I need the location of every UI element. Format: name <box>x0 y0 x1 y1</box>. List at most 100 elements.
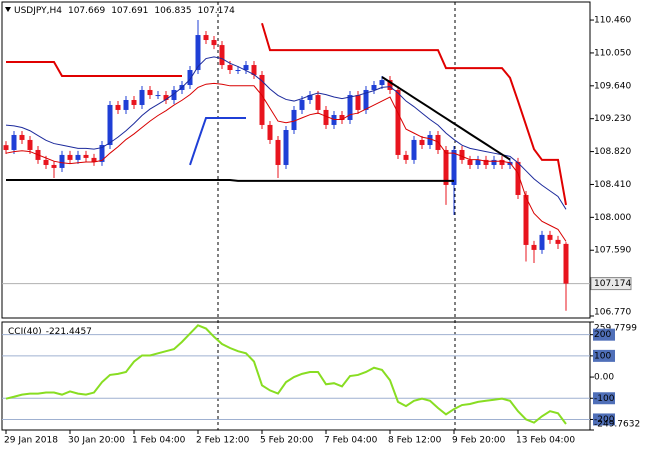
candle-body <box>395 89 401 155</box>
candle-body <box>67 154 73 160</box>
candle-body <box>451 149 457 185</box>
y-tick-label: -200 <box>594 415 615 425</box>
y-tick-label: 108.000 <box>594 213 631 223</box>
candle-body <box>155 95 161 97</box>
bid-label: 107.174 <box>594 279 631 289</box>
candle-body <box>131 100 137 105</box>
y-tick-label: 200 <box>594 330 611 340</box>
ohlc-value: 107.174 <box>198 6 235 16</box>
candle-body <box>139 89 145 105</box>
candle-body <box>211 40 217 46</box>
candle-body <box>91 157 97 162</box>
indicator-header: CCI(40) -221.4457 <box>8 327 92 337</box>
candle-body <box>275 139 281 165</box>
candle-body <box>443 149 449 185</box>
candle-body <box>427 134 433 146</box>
candle-body <box>123 100 129 110</box>
candle-body <box>259 74 265 125</box>
level-label-bg <box>593 413 615 426</box>
indicator-line <box>189 116 246 166</box>
candle-body <box>499 159 505 165</box>
candle-body <box>11 134 17 150</box>
y-tick-label: -100 <box>594 394 615 404</box>
candle-body <box>539 234 545 250</box>
candle-body <box>267 124 273 140</box>
x-tick-label: 5 Feb 20:00 <box>260 436 314 446</box>
level-label-bg <box>593 328 615 341</box>
level-label-bg <box>593 349 615 362</box>
candle-body <box>523 194 529 245</box>
y-tick-label: 110.050 <box>594 48 631 58</box>
candle-body <box>19 134 25 140</box>
candle-body <box>411 139 417 160</box>
candle-body <box>43 159 49 165</box>
candle-body <box>51 164 57 168</box>
ohlc-value: 107.669 <box>68 6 105 16</box>
candle-body <box>171 89 177 101</box>
candle-body <box>419 139 425 146</box>
candle-body <box>555 239 561 244</box>
y-tick-label: 100 <box>594 351 611 361</box>
y-tick-label: 0.00 <box>594 373 614 383</box>
indicator-line <box>5 82 567 242</box>
candle-body <box>203 35 209 41</box>
plot-layer: 110.460 110.050 109.640 109.230 108.820 108.4… <box>2 16 640 446</box>
ohlc-value: 106.835 <box>154 6 191 16</box>
x-tick-label: 9 Feb 20:00 <box>452 436 506 446</box>
candle-body <box>235 70 241 72</box>
x-tick-label: 1 Feb 04:00 <box>132 436 186 446</box>
candle-body <box>227 65 233 71</box>
candle-body <box>387 80 393 90</box>
y-tick-label: 108.820 <box>594 147 631 157</box>
x-tick-label: 29 Jan 2018 <box>4 436 58 446</box>
indicator-title: CCI(40) <box>8 327 42 337</box>
candle-body <box>27 139 33 150</box>
candle-body <box>475 159 481 165</box>
candle-body <box>467 159 473 165</box>
indicator-line <box>5 324 567 425</box>
y-tick-label: 108.410 <box>594 180 631 190</box>
candle-body <box>315 95 321 110</box>
candle-body <box>531 244 537 250</box>
x-tick-label: 2 Feb 12:00 <box>196 436 250 446</box>
y-tick-label: 110.460 <box>594 16 631 26</box>
candle-body <box>83 154 89 158</box>
candle-body <box>75 154 81 160</box>
candle-body <box>291 109 297 131</box>
bid-label-bg <box>590 277 632 291</box>
x-tick-label: 8 Feb 12:00 <box>388 436 442 446</box>
candle-body <box>147 89 153 96</box>
chart-header: USDJPY,H4 107.669 107.691 106.835 107.174 <box>14 6 235 16</box>
candle-body <box>515 161 521 195</box>
ohlc-value: 107.691 <box>111 6 148 16</box>
candle-body <box>307 95 313 101</box>
candle-body <box>99 145 105 162</box>
indicator-line <box>6 22 567 206</box>
x-tick-label: 7 Feb 04:00 <box>324 436 378 446</box>
candle-body <box>459 149 465 160</box>
y-tick-label: 109.640 <box>594 81 631 91</box>
cci-panel <box>1 321 591 431</box>
candle-body <box>323 109 329 125</box>
candle-body <box>363 89 369 110</box>
candle-body <box>163 95 169 101</box>
candle-body <box>491 159 497 165</box>
candle-body <box>483 159 489 165</box>
candle-body <box>187 70 193 86</box>
candle-body <box>3 145 9 150</box>
chart-title: USDJPY,H4 <box>14 6 62 16</box>
candle-body <box>371 85 377 90</box>
candle-body <box>251 65 257 75</box>
candle-body <box>339 115 345 120</box>
y-tick-label: 259.7799 <box>594 324 637 334</box>
candle-body <box>283 130 289 165</box>
main-panel <box>1 1 591 319</box>
menu-icon[interactable] <box>5 7 11 12</box>
candle-body <box>299 100 305 110</box>
candle-body <box>347 95 353 120</box>
indicator-line <box>5 56 567 210</box>
candle-body <box>115 104 121 110</box>
candle-body <box>355 95 361 110</box>
